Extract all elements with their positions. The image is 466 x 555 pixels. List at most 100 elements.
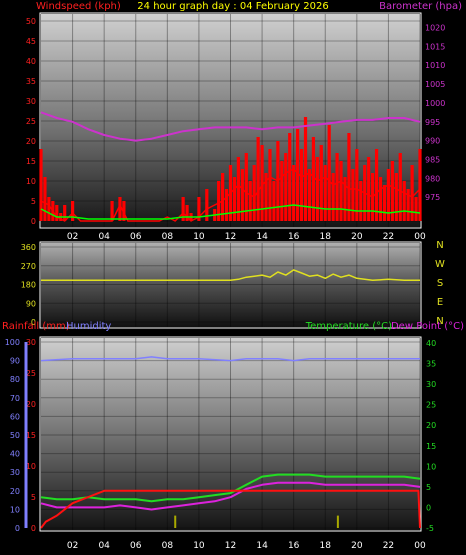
gust-bar bbox=[355, 149, 359, 221]
wind-tick-label: 30 bbox=[26, 97, 36, 106]
panel-direction-bg bbox=[41, 243, 420, 327]
temperature-tick-label: 35 bbox=[426, 360, 436, 369]
humidity-tick-label: 20 bbox=[10, 487, 20, 496]
baro-tick-label: 980 bbox=[425, 174, 440, 183]
temperature-tick-label: 25 bbox=[426, 401, 436, 410]
gust-bar bbox=[390, 161, 394, 221]
x-tick-label: 10 bbox=[193, 541, 205, 551]
direction-line bbox=[41, 269, 420, 282]
gust-bar bbox=[224, 189, 229, 221]
gust-bar bbox=[303, 117, 308, 221]
temperature-tick-label: -5 bbox=[426, 524, 434, 533]
x-tick-label: 18 bbox=[320, 541, 332, 551]
gust-bar bbox=[284, 153, 288, 221]
x-tick-label: 10 bbox=[193, 232, 205, 242]
x-tick-label: 04 bbox=[98, 541, 110, 551]
x-tick-label: 18 bbox=[320, 232, 332, 242]
baro-tick-label: 1020 bbox=[425, 24, 445, 33]
wind-tick-label: 15 bbox=[26, 157, 36, 166]
x-tick-label: 12 bbox=[225, 232, 236, 242]
compass-label: S bbox=[437, 278, 443, 289]
gust-bar bbox=[331, 173, 335, 221]
gust-bar bbox=[217, 181, 221, 221]
baro-tick-label: 995 bbox=[425, 118, 440, 127]
barometer-line bbox=[40, 111, 421, 142]
gust-bar bbox=[248, 181, 252, 221]
gust-bar bbox=[252, 165, 256, 221]
dewpoint-axis-label: Dew Point (°C) bbox=[391, 321, 464, 332]
humidity-tick-label: 0 bbox=[15, 524, 20, 533]
humidity-tick-label: 80 bbox=[10, 375, 20, 384]
gust-bar bbox=[410, 165, 414, 221]
temperature-tick-label: 5 bbox=[426, 483, 431, 492]
rainfall-line bbox=[40, 489, 421, 529]
humidity-tick-label: 10 bbox=[10, 505, 20, 514]
gust-bar bbox=[240, 169, 244, 221]
gust-bar bbox=[418, 149, 422, 221]
gust-bar bbox=[398, 153, 402, 221]
windspeed-line bbox=[40, 168, 421, 222]
humidity-line bbox=[40, 356, 420, 362]
wind-tick-label: 20 bbox=[26, 137, 36, 146]
baro-tick-label: 1010 bbox=[425, 61, 445, 70]
temperature-line bbox=[40, 473, 421, 503]
x-tick-label: 02 bbox=[67, 232, 78, 242]
gust-bar bbox=[288, 133, 292, 221]
baro-tick-label: 990 bbox=[425, 137, 440, 146]
gust-bar bbox=[339, 161, 343, 221]
gust-bar bbox=[311, 137, 316, 221]
wind-tick-label: 5 bbox=[31, 197, 36, 206]
x-tick-label: 04 bbox=[98, 232, 110, 242]
humidity-tick-label: 40 bbox=[10, 450, 20, 459]
rain-tick-label: 20 bbox=[26, 400, 36, 409]
gust-bar bbox=[39, 149, 43, 221]
gust-bar bbox=[382, 185, 387, 221]
compass-label: N bbox=[436, 240, 443, 251]
temperature-tick-label: 30 bbox=[426, 380, 436, 389]
humidity-axis-label: Humidity bbox=[66, 321, 111, 332]
x-tick-label: 08 bbox=[162, 232, 174, 242]
x-tick-label: 08 bbox=[162, 541, 174, 551]
humidity-tick-label: 60 bbox=[10, 412, 20, 421]
gust-bar bbox=[272, 181, 276, 221]
direction-tick-label: 360 bbox=[21, 243, 36, 252]
gust-bar bbox=[359, 181, 363, 221]
wind-tick-label: 50 bbox=[26, 17, 36, 26]
baro-tick-label: 1015 bbox=[425, 42, 445, 51]
wind-tick-label: 0 bbox=[31, 217, 36, 226]
direction-tick-label: 0 bbox=[31, 318, 36, 327]
gust-bar bbox=[307, 169, 312, 221]
dewpoint-line bbox=[40, 481, 421, 511]
gust-bar bbox=[327, 125, 331, 221]
gust-bar bbox=[118, 197, 122, 221]
temperature-tick-label: 15 bbox=[426, 442, 436, 451]
wind-tick-label: 40 bbox=[26, 57, 36, 66]
humidity-tick-label: 100 bbox=[5, 338, 20, 347]
gust-bar bbox=[110, 201, 114, 221]
gust-bar bbox=[367, 157, 371, 221]
baro-axis-label: Barometer (hpa) bbox=[379, 1, 462, 12]
x-tick-label: 14 bbox=[256, 232, 268, 242]
gust-bar bbox=[70, 201, 75, 221]
gust-bar bbox=[378, 177, 383, 221]
gust-bar bbox=[47, 197, 51, 221]
temperature-tick-label: 20 bbox=[426, 421, 436, 430]
humidity-tick-label: 90 bbox=[10, 357, 20, 366]
wind-tick-label: 45 bbox=[26, 37, 36, 46]
gust-bar bbox=[347, 133, 351, 221]
gust-bar bbox=[299, 149, 304, 221]
wind-tick-label: 35 bbox=[26, 77, 36, 86]
x-tick-label: 06 bbox=[130, 541, 142, 551]
x-tick-label: 22 bbox=[383, 232, 394, 242]
gust-bar bbox=[343, 177, 347, 221]
rain-tick-label: 15 bbox=[26, 431, 36, 440]
gust-bar bbox=[232, 177, 237, 221]
gust-bar bbox=[181, 197, 185, 221]
wind-tick-label: 25 bbox=[26, 117, 36, 126]
x-tick-label: 14 bbox=[256, 541, 268, 551]
rain-tick-label: 0 bbox=[31, 524, 36, 533]
gust-bar bbox=[236, 157, 240, 221]
x-tick-label: 00 bbox=[414, 232, 426, 242]
gust-bar bbox=[319, 145, 323, 221]
